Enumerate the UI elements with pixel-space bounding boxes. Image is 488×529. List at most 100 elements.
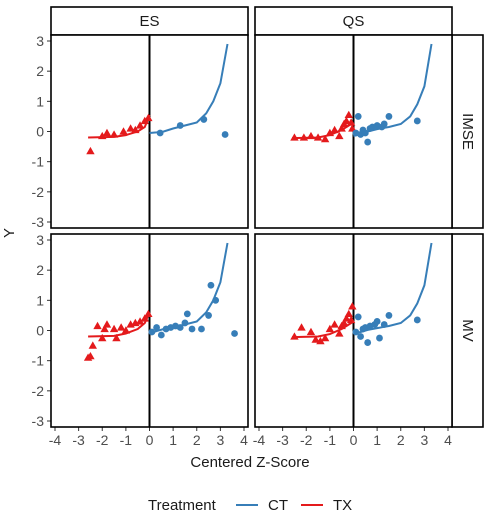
ct-point <box>354 313 362 321</box>
tx-point <box>102 320 112 328</box>
strip-qs <box>254 6 453 36</box>
tx-point <box>297 323 306 331</box>
panel-qs-mv <box>254 233 453 428</box>
x-tick-label: 4 <box>240 432 248 448</box>
tx-point <box>144 113 153 122</box>
tx-fit-line <box>88 114 151 139</box>
legend-title: Treatment <box>148 497 217 514</box>
x-tick-label: -3 <box>276 432 289 448</box>
tx-point <box>335 131 344 140</box>
y-tick-label: 3 <box>36 33 44 49</box>
tx-point <box>135 317 145 325</box>
tx-point <box>325 128 335 137</box>
tx-point <box>121 326 131 334</box>
strip-label-qs: QS <box>343 13 365 30</box>
x-tick-label: -4 <box>49 432 62 448</box>
y-tick-label: -3 <box>32 413 45 429</box>
ct-point <box>354 113 362 120</box>
tx-point <box>311 335 320 343</box>
x-tick-label: -1 <box>120 432 133 448</box>
y-tick-label: 2 <box>36 262 44 278</box>
tx-point <box>116 323 126 331</box>
ct-point <box>183 310 191 318</box>
y-tick-label: 3 <box>36 232 44 248</box>
tx-point <box>320 333 330 342</box>
ct-point <box>148 328 156 336</box>
ct-point <box>221 131 229 138</box>
tx-point <box>342 314 351 322</box>
x-tick-label: 0 <box>146 432 154 448</box>
y-tick-label: 2 <box>36 63 44 79</box>
strip-mv <box>451 233 484 428</box>
tx-point <box>119 127 128 135</box>
x-tick-label: -3 <box>72 432 85 448</box>
tx-point <box>306 131 316 140</box>
x-tick-label: 4 <box>444 432 452 448</box>
panel-qs-imse <box>254 34 453 229</box>
ct-point <box>364 138 372 146</box>
tx-point <box>344 309 353 318</box>
tx-point <box>102 128 112 137</box>
ct-point <box>373 318 381 325</box>
legend-ct-label: CT <box>268 497 288 514</box>
tx-point <box>98 131 107 140</box>
x-tick-label: -2 <box>96 432 109 448</box>
strip-label-mv: MV <box>459 319 476 342</box>
strip-imse <box>451 34 484 229</box>
panel-es-mv <box>50 233 249 428</box>
y-tick-label: -2 <box>32 184 45 200</box>
strip-es <box>50 6 249 36</box>
tx-point <box>88 341 97 349</box>
y-tick-label: -3 <box>32 214 45 230</box>
tx-point <box>109 324 119 333</box>
x-tick-label: 3 <box>420 432 428 448</box>
tx-point <box>344 110 353 119</box>
tx-point <box>325 324 335 333</box>
x-tick-label: 3 <box>216 432 224 448</box>
ct-point <box>357 333 364 340</box>
ct-point <box>181 319 189 327</box>
tx-point <box>316 336 325 345</box>
ct-point <box>176 324 184 331</box>
tx-point <box>339 318 349 327</box>
y-tick-label: 0 <box>36 323 44 339</box>
x-tick-label: -2 <box>300 432 313 448</box>
tx-point <box>330 125 339 134</box>
ct-point <box>361 129 369 137</box>
ct-point <box>205 312 212 319</box>
strip-label-imse: IMSE <box>459 113 476 150</box>
ct-point <box>207 281 215 289</box>
ct-point <box>352 328 360 336</box>
ct-point <box>231 330 238 337</box>
ct-point <box>385 312 393 319</box>
ct-fit-line <box>149 242 229 335</box>
y-tick-label: 1 <box>36 292 44 308</box>
ct-point <box>156 129 164 137</box>
y-tick-label: -1 <box>32 353 45 369</box>
tx-point <box>330 320 339 328</box>
ct-point <box>212 296 220 304</box>
y-tick-label: 0 <box>36 124 44 140</box>
tx-point <box>109 130 119 138</box>
y-tick-label: 1 <box>36 93 44 109</box>
ct-point <box>413 316 421 324</box>
tx-point <box>313 133 323 141</box>
x-tick-label: 2 <box>193 432 201 448</box>
tx-point <box>93 321 102 330</box>
x-tick-label: -4 <box>253 432 266 448</box>
x-tick-label: 0 <box>350 432 358 448</box>
tx-point <box>131 125 140 134</box>
ct-point <box>380 321 388 328</box>
ct-point <box>153 324 160 331</box>
tx-point <box>86 146 95 155</box>
ct-point <box>376 334 383 342</box>
tx-point <box>290 133 299 141</box>
x-tick-label: -1 <box>324 432 337 448</box>
tx-point <box>348 124 357 132</box>
y-axis-title: Y <box>1 228 18 238</box>
x-tick-label: 1 <box>169 432 177 448</box>
strip-label-es: ES <box>139 13 159 30</box>
tx-point <box>335 329 344 337</box>
tx-point <box>348 302 357 310</box>
